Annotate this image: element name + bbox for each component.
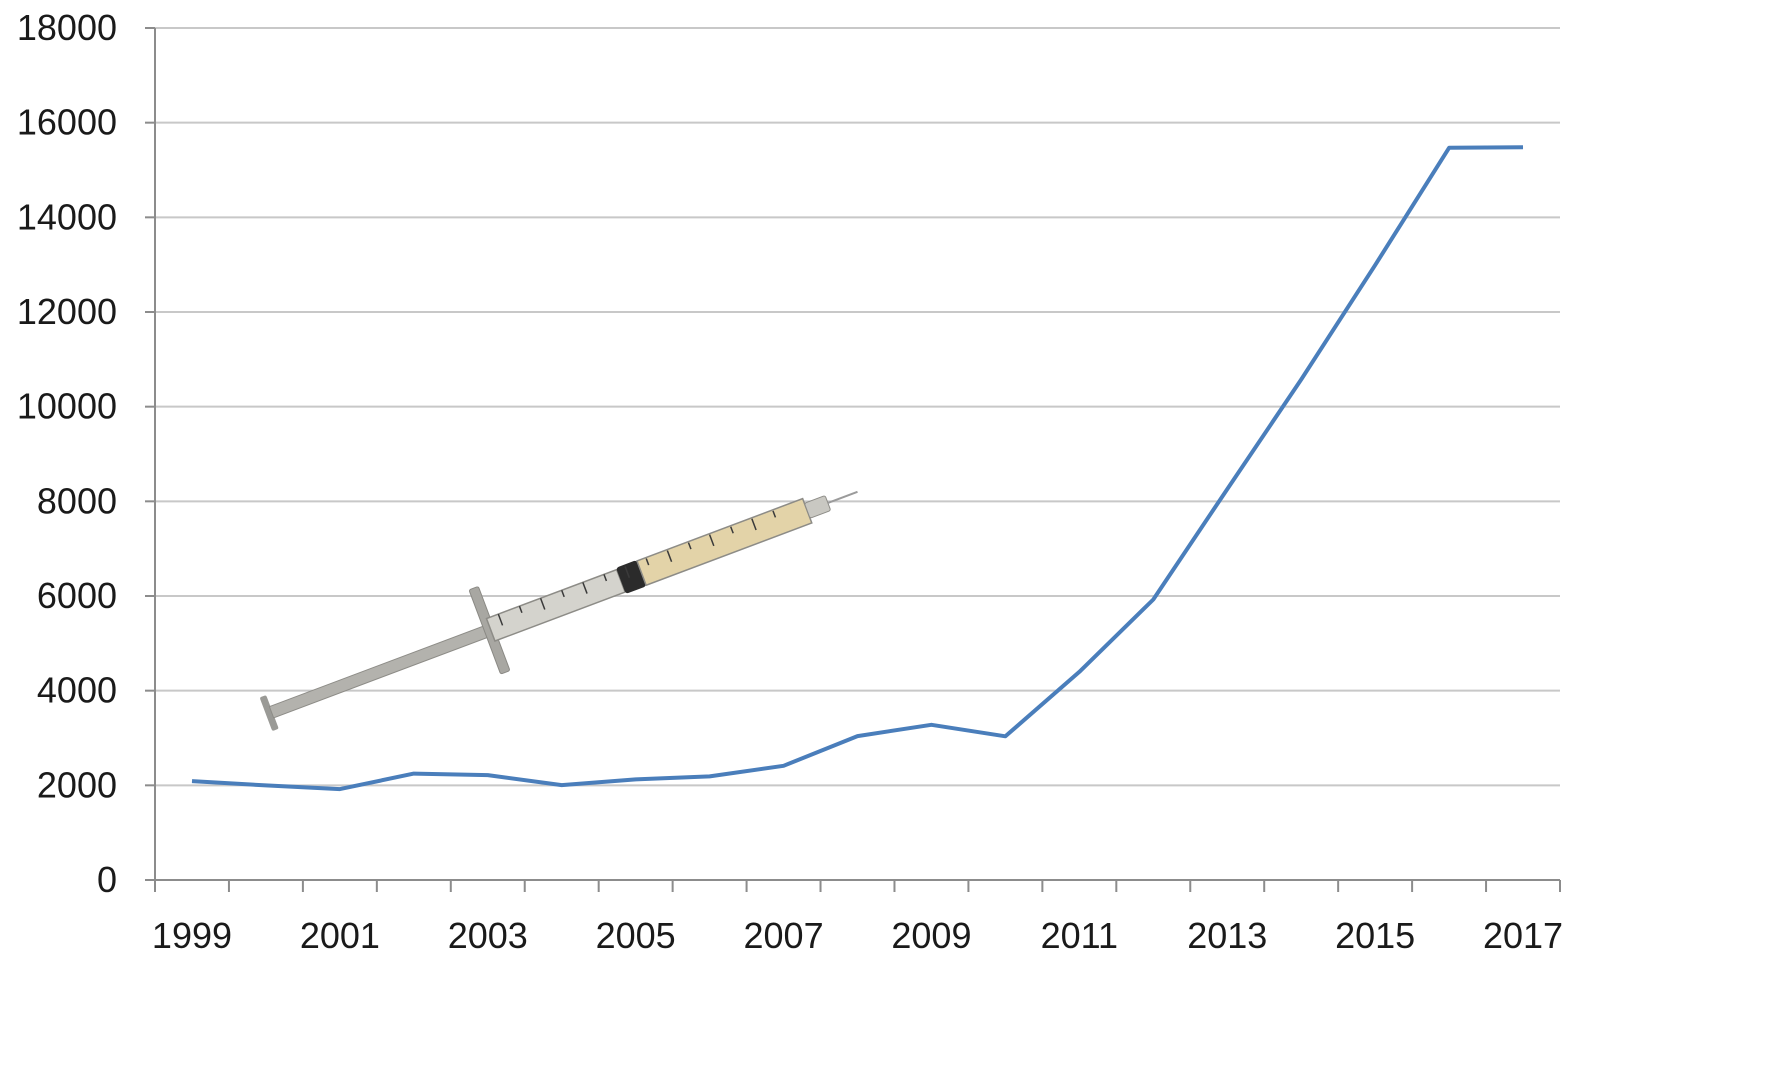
syringe-needle bbox=[827, 490, 858, 504]
syringe-barrel-empty bbox=[485, 568, 627, 642]
x-tick-label: 1999 bbox=[152, 915, 232, 956]
y-tick-label: 12000 bbox=[17, 291, 117, 332]
syringe-hub bbox=[804, 495, 831, 519]
syringe-plunger-rod bbox=[268, 623, 494, 719]
y-tick-label: 6000 bbox=[37, 575, 117, 616]
x-tick-label: 2001 bbox=[300, 915, 380, 956]
x-tick-label: 2013 bbox=[1187, 915, 1267, 956]
syringe-graduation bbox=[645, 558, 650, 566]
syringe-graduation bbox=[687, 542, 692, 550]
gridlines bbox=[155, 27, 1560, 787]
x-tick-label: 2017 bbox=[1483, 915, 1563, 956]
syringe-graduation bbox=[751, 518, 757, 531]
syringe-barrel-filled bbox=[636, 497, 813, 587]
y-tick-label: 4000 bbox=[37, 670, 117, 711]
y-tick-label: 18000 bbox=[17, 7, 117, 48]
y-tick-label: 14000 bbox=[17, 196, 117, 237]
series-layer bbox=[191, 145, 1524, 792]
series-line bbox=[191, 145, 1524, 792]
syringe-graduation bbox=[603, 574, 608, 582]
y-tick-labels: 0 2000 4000 6000 8000 10000 12000 14000 16000 180… bbox=[17, 7, 117, 900]
y-tick-label: 0 bbox=[97, 859, 117, 900]
syringe-graduation bbox=[518, 605, 523, 613]
syringe-shape bbox=[260, 490, 858, 731]
axes bbox=[145, 27, 1561, 892]
x-tick-label: 2003 bbox=[448, 915, 528, 956]
syringe-graduation bbox=[708, 534, 715, 547]
syringe-graduation bbox=[772, 510, 777, 518]
y-tick-label: 10000 bbox=[17, 386, 117, 427]
x-tick-label: 2005 bbox=[596, 915, 676, 956]
syringe-graduation bbox=[730, 526, 734, 534]
syringe-graduation bbox=[497, 613, 504, 626]
y-tick-label: 2000 bbox=[37, 764, 117, 805]
x-tick-label: 2011 bbox=[1041, 915, 1118, 956]
syringe-graduation bbox=[539, 597, 546, 610]
y-tick-label: 8000 bbox=[37, 480, 117, 521]
syringe-graduation bbox=[666, 550, 673, 563]
y-tick-label: 16000 bbox=[17, 102, 117, 143]
syringe-thumb-rest bbox=[260, 695, 279, 731]
syringe-icon bbox=[260, 490, 858, 731]
syringe-stopper bbox=[616, 560, 646, 594]
x-tick-label: 2015 bbox=[1335, 915, 1415, 956]
x-tick-label: 2007 bbox=[744, 915, 824, 956]
x-tick-labels: 1999 2001 2003 2005 2007 2009 2011 2013 2015 2017 bbox=[152, 915, 1563, 956]
syringe-graduation bbox=[624, 566, 631, 578]
syringe-graduation bbox=[582, 582, 588, 594]
syringe-graduation bbox=[561, 590, 565, 598]
x-tick-label: 2009 bbox=[891, 915, 971, 956]
